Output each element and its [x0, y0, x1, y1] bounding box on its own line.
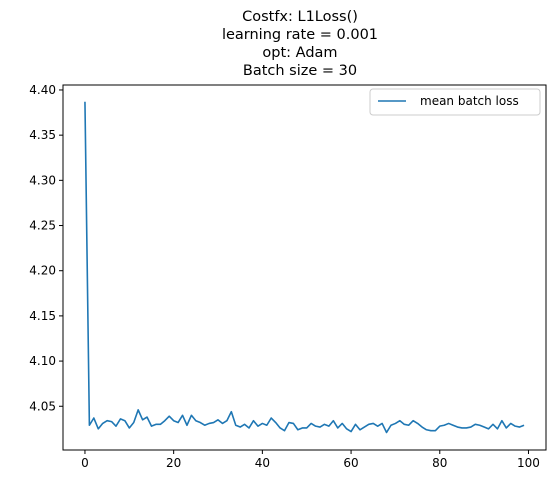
x-tick-label: 40	[255, 456, 270, 470]
x-tick-label: 60	[343, 456, 358, 470]
x-tick-label: 80	[432, 456, 447, 470]
series-line-mean-batch-loss	[84, 101, 525, 434]
legend-label-mean-batch-loss: mean batch loss	[420, 94, 519, 108]
y-tick-label: 4.40	[29, 83, 56, 97]
y-tick-label: 4.15	[29, 309, 56, 323]
title-line-3: opt: Adam	[262, 45, 337, 61]
plot-area-frame	[62, 84, 547, 451]
x-tick-label: 100	[517, 456, 540, 470]
title-line-2: learning rate = 0.001	[222, 27, 378, 43]
y-tick-label: 4.20	[29, 264, 56, 278]
legend-box	[369, 88, 541, 116]
y-tick-label: 4.10	[29, 354, 56, 368]
title-line-4: Batch size = 30	[243, 63, 357, 79]
series-layer	[84, 101, 525, 434]
x-axis-ticks: 0 20 40 60 80 100	[81, 450, 540, 470]
chart-title: Costfx: L1Loss() learning rate = 0.001 o…	[222, 9, 378, 79]
y-tick-label: 4.35	[29, 128, 56, 142]
y-axis-ticks: 4.05 4.10 4.15 4.20 4.25 4.30 4.35 4.40	[29, 83, 63, 413]
x-tick-label: 0	[81, 456, 89, 470]
y-tick-label: 4.05	[29, 399, 56, 413]
title-line-1: Costfx: L1Loss()	[242, 9, 358, 25]
y-tick-label: 4.25	[29, 219, 56, 233]
y-tick-label: 4.30	[29, 173, 56, 187]
x-tick-label: 20	[166, 456, 181, 470]
legend: mean batch loss	[369, 88, 541, 116]
